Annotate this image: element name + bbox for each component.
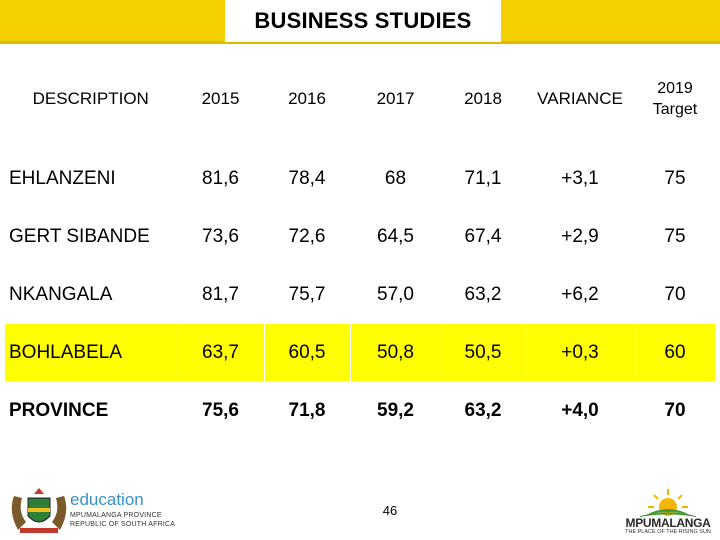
cell-2016: 78,4: [263, 149, 351, 208]
cell-variance: +2,9: [524, 207, 636, 266]
education-logo-word: education: [70, 490, 144, 509]
mpumalanga-logo-name: MPUMALANGA: [625, 516, 711, 530]
cell-2015: 63,7: [176, 323, 265, 382]
table-header-row: DESCRIPTION 2015 2016 2017 2018 VARIANCE…: [5, 48, 716, 150]
coat-of-arms-icon: [11, 488, 67, 533]
mpumalanga-logo-tagline: THE PLACE OF THE RISING SUN: [625, 529, 711, 535]
cell-variance: +3,1: [524, 149, 636, 208]
cell-2016: 71,8: [263, 381, 351, 440]
table-row-highlighted: BOHLABELA 63,7 60,5 50,8 50,5 +0,3 60: [5, 323, 716, 382]
cell-2019-target: 75: [634, 207, 716, 266]
cell-2017: 59,2: [349, 381, 442, 440]
cell-2015: 75,6: [176, 381, 265, 440]
cell-2016: 60,5: [263, 323, 351, 382]
results-table: DESCRIPTION 2015 2016 2017 2018 VARIANCE…: [5, 48, 716, 440]
cell-2018: 67,4: [440, 207, 526, 266]
cell-variance: +6,2: [524, 265, 636, 324]
cell-2017: 68: [349, 149, 442, 208]
cell-2018: 63,2: [440, 265, 526, 324]
table-row: NKANGALA 81,7 75,7 57,0 63,2 +6,2 70: [5, 265, 716, 324]
header-description: DESCRIPTION: [5, 48, 178, 150]
cell-2019-target: 70: [634, 381, 716, 440]
cell-2017: 64,5: [349, 207, 442, 266]
cell-variance: +4,0: [524, 381, 636, 440]
header-2019-target: 2019 Target: [634, 48, 716, 150]
row-label: BOHLABELA: [5, 323, 178, 382]
cell-2019-target: 60: [634, 323, 716, 382]
cell-2017: 57,0: [349, 265, 442, 324]
cell-2019-target: 75: [634, 149, 716, 208]
header-2018: 2018: [440, 48, 526, 150]
title-bar: BUSINESS STUDIES: [0, 0, 720, 44]
header-2017: 2017: [349, 48, 442, 150]
mpumalanga-sun-logo-icon: [640, 489, 696, 517]
row-label: EHLANZENI: [5, 149, 178, 208]
education-logo-line1: MPUMALANGA PROVINCE: [70, 512, 162, 519]
cell-2018: 71,1: [440, 149, 526, 208]
page-title: BUSINESS STUDIES: [225, 0, 501, 42]
row-label: NKANGALA: [5, 265, 178, 324]
table-row: GERT SIBANDE 73,6 72,6 64,5 67,4 +2,9 75: [5, 207, 716, 266]
cell-2016: 72,6: [263, 207, 351, 266]
cell-2015: 81,6: [176, 149, 265, 208]
cell-2017: 50,8: [349, 323, 442, 382]
education-logo-line2: REPUBLIC OF SOUTH AFRICA: [70, 521, 176, 528]
header-variance: VARIANCE: [524, 48, 636, 150]
table-row: EHLANZENI 81,6 78,4 68 71,1 +3,1 75: [5, 149, 716, 208]
cell-variance: +0,3: [524, 323, 636, 382]
cell-2018: 50,5: [440, 323, 526, 382]
row-label: GERT SIBANDE: [5, 207, 178, 266]
table-row-total: PROVINCE 75,6 71,8 59,2 63,2 +4,0 70: [5, 381, 716, 440]
cell-2015: 81,7: [176, 265, 265, 324]
row-label: PROVINCE: [5, 381, 178, 440]
cell-2019-target: 70: [634, 265, 716, 324]
cell-2016: 75,7: [263, 265, 351, 324]
cell-2018: 63,2: [440, 381, 526, 440]
header-2015: 2015: [176, 48, 265, 150]
page-number: 46: [382, 503, 398, 518]
cell-2015: 73,6: [176, 207, 265, 266]
header-2016: 2016: [263, 48, 351, 150]
